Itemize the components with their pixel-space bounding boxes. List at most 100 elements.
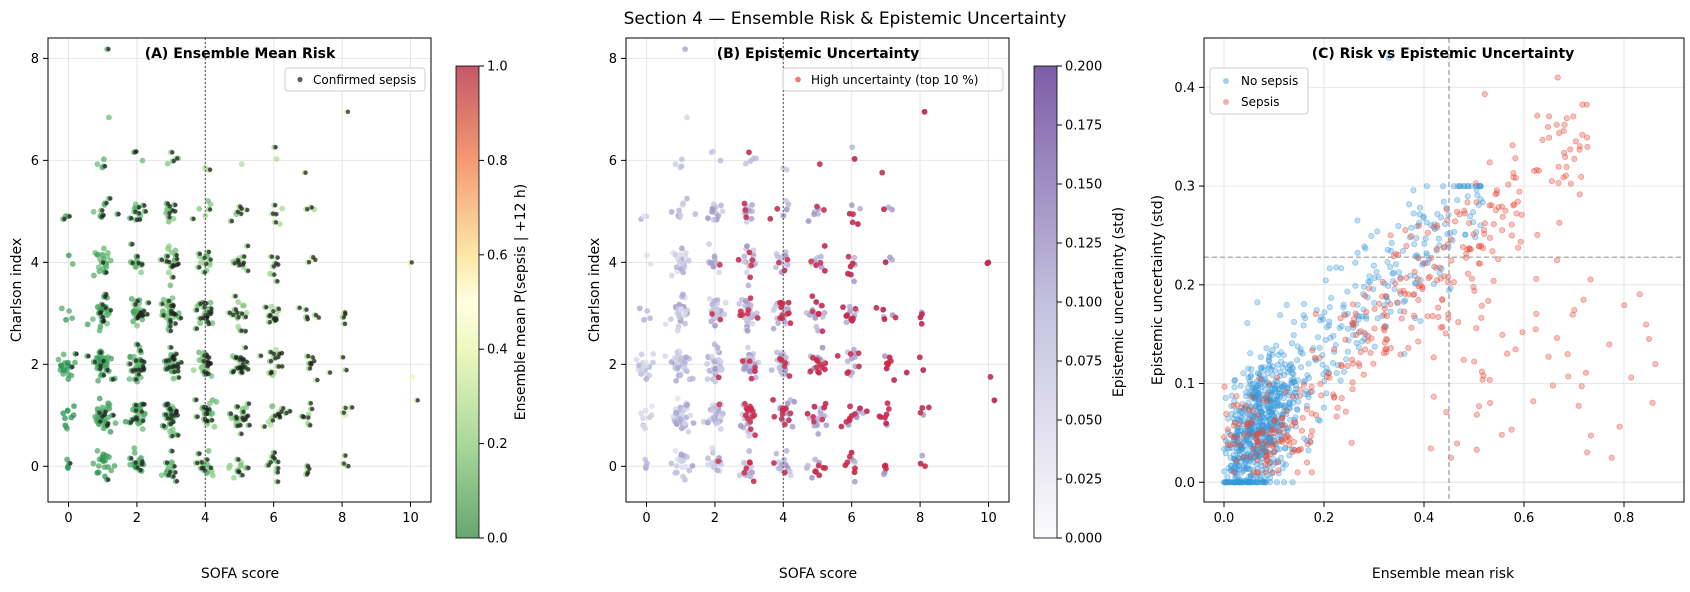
sepsis-point bbox=[1424, 313, 1431, 320]
confirmed-sepsis-point bbox=[106, 421, 111, 426]
confirmed-sepsis-point bbox=[236, 469, 241, 474]
sepsis-point bbox=[1533, 167, 1540, 174]
high-uncertainty-point bbox=[787, 410, 794, 417]
confirmed-sepsis-point bbox=[179, 360, 184, 365]
high-uncertainty-point bbox=[746, 459, 753, 465]
confirmed-sepsis-point bbox=[268, 312, 273, 318]
high-uncertainty-point bbox=[784, 256, 791, 263]
confirmed-sepsis-point bbox=[165, 201, 171, 206]
sepsis-point bbox=[1553, 257, 1560, 264]
high-uncertainty-point bbox=[808, 258, 814, 265]
uncertainty-point bbox=[786, 468, 793, 475]
confirmed-sepsis-point bbox=[303, 170, 308, 175]
uncertainty-point bbox=[650, 359, 656, 366]
sepsis-point bbox=[1246, 407, 1253, 414]
uncertainty-point bbox=[852, 354, 858, 360]
no-sepsis-point bbox=[1391, 285, 1398, 292]
sepsis-point bbox=[1427, 445, 1434, 452]
sepsis-point bbox=[1349, 320, 1356, 327]
no-sepsis-point bbox=[1247, 350, 1254, 357]
high-uncertainty-point bbox=[846, 210, 853, 217]
sepsis-point bbox=[1370, 360, 1377, 367]
confirmed-sepsis-point bbox=[279, 409, 284, 414]
high-uncertainty-point bbox=[748, 405, 755, 412]
no-sepsis-point bbox=[1423, 219, 1430, 226]
confirmed-sepsis-point bbox=[240, 262, 246, 267]
uncertainty-point bbox=[713, 411, 720, 417]
uncertainty-point bbox=[704, 419, 711, 426]
uncertainty-point bbox=[668, 460, 675, 467]
no-sepsis-point bbox=[1257, 420, 1264, 427]
sepsis-point bbox=[1282, 388, 1289, 395]
sepsis-point bbox=[1333, 413, 1340, 420]
panel-c-xlabel: Ensemble mean risk bbox=[1372, 566, 1515, 582]
confirmed-sepsis-point bbox=[141, 418, 146, 424]
uncertainty-point bbox=[709, 208, 715, 215]
sepsis-point bbox=[1442, 330, 1449, 337]
uncertainty-point bbox=[681, 264, 688, 270]
no-sepsis-point bbox=[1305, 360, 1312, 367]
confirmed-sepsis-point bbox=[168, 324, 173, 329]
no-sepsis-point bbox=[1269, 351, 1276, 358]
sepsis-point bbox=[1473, 446, 1480, 453]
sepsis-point bbox=[1257, 376, 1264, 383]
risk-point bbox=[131, 445, 138, 452]
confirmed-sepsis-point bbox=[309, 205, 315, 210]
risk-point bbox=[165, 218, 172, 225]
sepsis-point bbox=[1608, 454, 1615, 461]
colorbar-b-ticks: 0.000 0.025 0.050 0.075 0.100 0.125 0.150 0.175… bbox=[1057, 60, 1102, 547]
no-sepsis-point bbox=[1304, 372, 1311, 379]
high-uncertainty-point bbox=[770, 397, 776, 403]
confirmed-sepsis-point bbox=[176, 432, 181, 438]
risk-point bbox=[69, 315, 76, 322]
sepsis-point bbox=[1387, 232, 1394, 239]
no-sepsis-point bbox=[1247, 479, 1254, 486]
legend-b: High uncertainty (top 10 %) bbox=[782, 67, 1004, 92]
high-uncertainty-point bbox=[715, 374, 722, 381]
confirmed-sepsis-point bbox=[171, 419, 176, 425]
no-sepsis-point bbox=[1287, 360, 1294, 367]
sepsis-point bbox=[1519, 329, 1526, 336]
no-sepsis-point bbox=[1389, 270, 1396, 277]
no-sepsis-point bbox=[1293, 382, 1300, 389]
confirmed-sepsis-point bbox=[167, 406, 173, 411]
confirmed-sepsis-point bbox=[169, 345, 174, 350]
high-uncertainty-point bbox=[709, 311, 716, 317]
sepsis-point bbox=[1576, 191, 1583, 198]
no-sepsis-point bbox=[1290, 371, 1297, 378]
risk-point bbox=[102, 473, 108, 480]
high-uncertainty-point bbox=[842, 462, 849, 469]
confirmed-sepsis-point bbox=[167, 469, 173, 475]
no-sepsis-point bbox=[1327, 334, 1334, 341]
confirmed-sepsis-point bbox=[194, 307, 200, 313]
confirmed-sepsis-point bbox=[243, 314, 249, 320]
sepsis-point bbox=[1480, 227, 1487, 234]
no-sepsis-point bbox=[1280, 402, 1287, 409]
confirmed-sepsis-point bbox=[171, 474, 176, 479]
confirmed-sepsis-point bbox=[134, 417, 140, 422]
confirmed-sepsis-point bbox=[307, 466, 312, 471]
high-uncertainty-point bbox=[852, 306, 859, 312]
no-sepsis-point bbox=[1294, 343, 1301, 350]
uncertainty-point bbox=[685, 428, 692, 435]
sepsis-point bbox=[1572, 138, 1579, 145]
risk-point bbox=[108, 467, 115, 474]
risk-point bbox=[94, 447, 101, 454]
confirmed-sepsis-point bbox=[172, 413, 177, 418]
sepsis-point bbox=[1348, 439, 1355, 446]
no-sepsis-point bbox=[1354, 249, 1361, 256]
sepsis-point bbox=[1454, 440, 1461, 447]
no-sepsis-point bbox=[1395, 223, 1402, 230]
uncertainty-point bbox=[650, 351, 657, 357]
uncertainty-point bbox=[684, 454, 690, 460]
sepsis-point bbox=[1241, 431, 1248, 438]
risk-point bbox=[196, 205, 203, 212]
sepsis-point bbox=[1381, 311, 1388, 318]
confirmed-sepsis-point bbox=[168, 328, 174, 333]
risk-point bbox=[94, 469, 101, 476]
confirmed-sepsis-point bbox=[288, 409, 293, 414]
uncertainty-point bbox=[740, 459, 747, 466]
sepsis-point bbox=[1379, 278, 1386, 285]
uncertainty-point bbox=[715, 213, 722, 219]
confirmed-sepsis-point bbox=[197, 265, 202, 270]
